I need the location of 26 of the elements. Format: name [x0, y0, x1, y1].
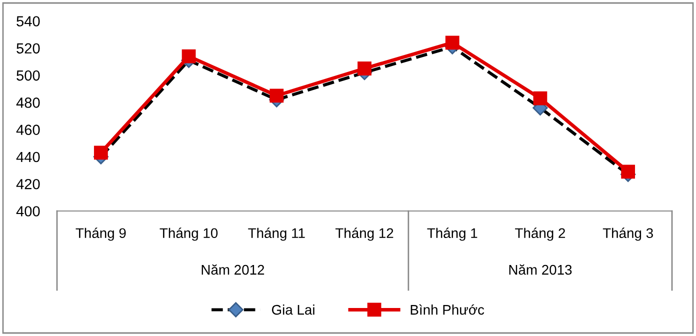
x-tick-label: Tháng 12 [335, 228, 394, 241]
x-tick-label: Tháng 11 [248, 228, 305, 241]
y-tick-label: 460 [16, 124, 40, 135]
y-tick-label: 400 [16, 206, 40, 216]
y-tick-label: 540 [16, 16, 40, 26]
y-tick-label: 480 [16, 98, 40, 108]
y-tick-label: 500 [16, 70, 40, 81]
point [182, 49, 196, 64]
legend-label: Gia Lai [272, 304, 314, 315]
x-tick-label: Tháng 3 [602, 228, 653, 241]
point [94, 146, 108, 160]
y-tick-label: 420 [16, 178, 40, 190]
x-tick-label: Tháng 1 [427, 228, 478, 241]
legend-label: Bình Phước [410, 304, 484, 315]
x-tick-label: Tháng 10 [160, 228, 218, 241]
text: Năm 2013 [509, 264, 572, 275]
point [621, 164, 636, 179]
point [270, 88, 284, 103]
text: Năm 2012 [202, 264, 264, 275]
x-tick-label: Tháng 2 [515, 228, 565, 241]
point [533, 91, 548, 106]
point [445, 36, 460, 50]
point [358, 62, 372, 76]
x-tick-label: Tháng 9 [76, 228, 126, 241]
y-tick-label: 520 [16, 43, 40, 54]
y-tick-label: 440 [16, 152, 40, 162]
